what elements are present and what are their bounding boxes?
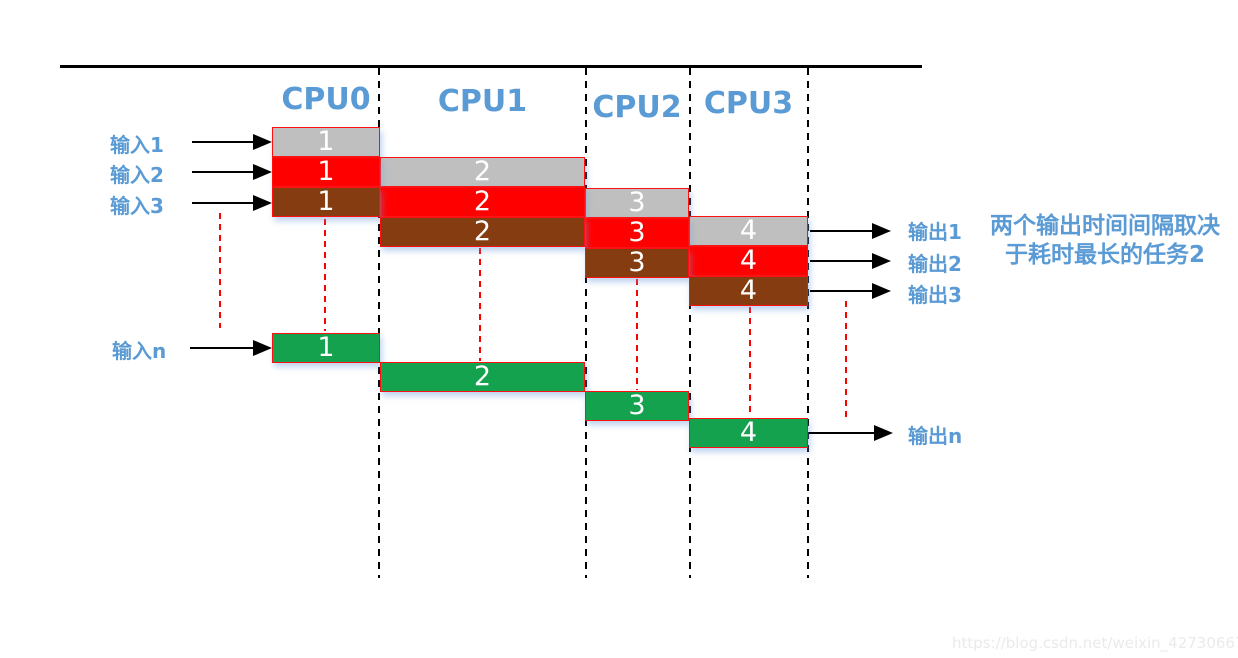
output-2-arrow-head <box>872 253 891 269</box>
bar-input-3-task-2: 2 <box>380 217 585 247</box>
output-n-arrow-head <box>874 425 893 441</box>
output-3-label: 输出3 <box>908 283 962 307</box>
bar-input-1-task-3: 3 <box>585 188 689 218</box>
bar-input-2-task-2: 2 <box>380 187 585 217</box>
output-1-label: 输出1 <box>908 220 962 244</box>
annotation-line-1: 两个输出时间间隔取决 <box>990 213 1220 239</box>
output-2-label: 输出2 <box>908 252 962 276</box>
input-1-arrow-line <box>192 141 254 143</box>
output-n-arrow-line <box>809 432 875 434</box>
cpu-divider-line-2 <box>689 68 691 578</box>
timeline-axis <box>60 65 922 68</box>
time-offset-guide-4 <box>749 307 751 417</box>
cpu-divider-line-0 <box>378 68 380 578</box>
input-2-arrow-head <box>253 164 272 180</box>
input-n-arrow-head <box>253 340 272 356</box>
bar-input-1-task-4: 4 <box>689 216 808 246</box>
bar-input-1-task-1: 1 <box>272 127 380 157</box>
output-n-label: 输出n <box>908 424 963 448</box>
input-n-arrow-line <box>190 347 254 349</box>
cpu-divider-line-1 <box>585 68 587 578</box>
cpu3-label: CPU3 <box>703 86 794 121</box>
time-offset-guide-0 <box>219 213 221 328</box>
time-offset-guide-1 <box>324 219 326 331</box>
bar-input-3-task-1: 1 <box>272 187 380 217</box>
input-2-label: 输入2 <box>110 163 164 187</box>
input-n-label: 输入n <box>112 339 167 363</box>
bar-input-1-task-2: 2 <box>380 157 585 187</box>
bar-input-2-task-4: 4 <box>689 246 808 276</box>
time-offset-guide-3 <box>636 279 638 390</box>
cpu0-label: CPU0 <box>281 82 371 117</box>
output-3-arrow-head <box>872 283 891 299</box>
cpu1-label: CPU1 <box>437 84 528 119</box>
bar-input-3-task-4: 4 <box>689 276 808 306</box>
input-3-arrow-line <box>192 202 254 204</box>
bar-input-3-task-3: 3 <box>585 248 689 278</box>
bar-input-2-task-3: 3 <box>585 218 689 248</box>
output-3-arrow-line <box>810 290 873 292</box>
input-3-label: 输入3 <box>110 194 164 218</box>
watermark-url: https://blog.csdn.net/weixin_42730667 <box>952 634 1238 652</box>
input-1-label: 输入1 <box>110 133 164 157</box>
bar-input-2-task-1: 1 <box>272 157 380 187</box>
cpu2-label: CPU2 <box>592 90 682 125</box>
input-3-arrow-head <box>253 195 272 211</box>
cpu-divider-line-3 <box>807 68 809 578</box>
bar-input-n-task-3: 3 <box>585 391 689 421</box>
bar-input-n-task-2: 2 <box>380 362 585 392</box>
input-1-arrow-head <box>253 134 272 150</box>
output-1-arrow-head <box>872 223 891 239</box>
bar-input-n-task-4: 4 <box>689 418 808 448</box>
interval-annotation: 两个输出时间间隔取决 于耗时最长的任务2 <box>972 212 1238 270</box>
bar-input-n-task-1: 1 <box>272 333 380 363</box>
time-offset-guide-5 <box>845 301 847 418</box>
input-2-arrow-line <box>192 171 254 173</box>
time-offset-guide-2 <box>479 248 481 361</box>
output-1-arrow-line <box>810 230 873 232</box>
output-2-arrow-line <box>810 260 873 262</box>
annotation-line-2: 于耗时最长的任务2 <box>1004 242 1205 268</box>
